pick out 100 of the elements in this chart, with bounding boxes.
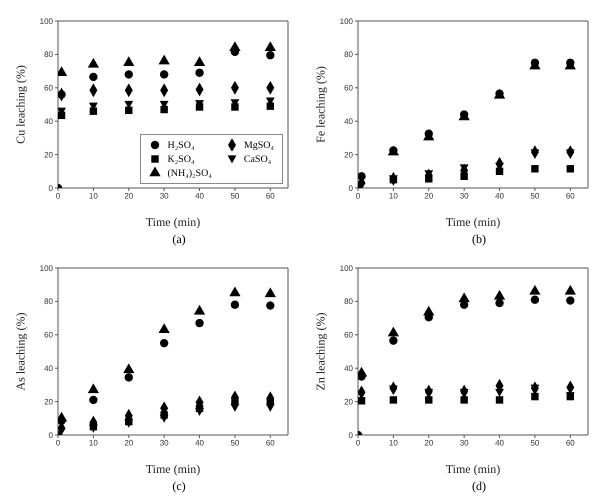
y-tick-label: 0	[48, 184, 54, 193]
point	[123, 363, 134, 374]
point	[160, 70, 168, 79]
point	[266, 51, 274, 60]
x-tick-label: 10	[388, 192, 398, 201]
point	[494, 290, 506, 300]
text: (a)	[171, 232, 187, 247]
text: (d)	[471, 479, 487, 494]
point	[195, 318, 204, 328]
point	[125, 106, 132, 114]
y-tick-label: 80	[44, 50, 54, 60]
point	[531, 392, 539, 400]
point	[264, 41, 276, 51]
x-tick-label: 30	[160, 438, 170, 448]
x-axis-title: Time (min)	[146, 462, 200, 476]
point	[195, 408, 204, 416]
x-tick-label: 20	[424, 438, 434, 448]
point	[89, 72, 98, 82]
x-tick-label: 50	[530, 438, 540, 448]
point	[229, 286, 241, 296]
x-axis-title: Time (min)	[446, 462, 500, 476]
legend-label: H₂SO₄	[167, 140, 194, 150]
y-tick-label: 40	[44, 117, 54, 126]
x-tick-label: 50	[230, 438, 240, 448]
point	[160, 338, 168, 348]
x-tick-label: 50	[230, 192, 240, 201]
y-tick-label: 0	[348, 430, 354, 440]
point	[88, 424, 98, 433]
point	[264, 287, 276, 298]
y-tick-label: 100	[340, 264, 354, 273]
point	[530, 296, 540, 304]
x-tick-label: 60	[566, 438, 576, 448]
point	[123, 56, 134, 66]
point	[390, 396, 398, 404]
x-tick-label: 20	[424, 192, 434, 201]
y-tick-label: 80	[344, 297, 354, 306]
x-tick-label: 40	[195, 438, 205, 448]
x-tick-label: 60	[566, 192, 576, 201]
point	[266, 301, 274, 310]
y-tick-label: 80	[44, 297, 54, 306]
y-tick-label: 20	[344, 150, 354, 160]
y-tick-label: 0	[348, 184, 354, 193]
y-tick-label: 60	[44, 84, 54, 93]
text: (b)	[471, 232, 487, 247]
point	[266, 102, 274, 110]
y-tick-label: 60	[344, 330, 354, 340]
y-tick-label: 20	[44, 397, 54, 406]
y-axis-title: Cu leaching (%)	[13, 65, 28, 144]
point	[124, 373, 133, 382]
x-axis-title: Time (min)	[446, 215, 500, 229]
point	[531, 165, 539, 173]
y-axis-title: Zn leaching (%)	[313, 312, 328, 390]
legend-label: (NH₄)₂SO₄	[167, 168, 212, 178]
point	[89, 396, 98, 404]
x-tick-label: 60	[266, 438, 276, 448]
y-tick-label: 40	[344, 364, 354, 374]
y-tick-label: 0	[48, 430, 54, 440]
point	[423, 306, 434, 316]
x-tick-label: 0	[356, 192, 361, 201]
point	[389, 336, 398, 345]
x-tick-label: 40	[195, 192, 205, 201]
y-tick-label: 100	[340, 16, 354, 26]
x-tick-label: 60	[266, 192, 276, 201]
x-tick-label: 30	[160, 192, 170, 201]
y-tick-label: 60	[344, 84, 354, 93]
point	[88, 58, 100, 68]
y-tick-label: 100	[40, 264, 54, 273]
point	[495, 298, 504, 308]
point	[529, 284, 541, 295]
x-tick-label: 40	[495, 438, 505, 448]
x-tick-label: 50	[530, 192, 540, 201]
y-tick-label: 80	[344, 50, 354, 60]
point	[358, 397, 366, 404]
point	[496, 396, 504, 404]
point	[160, 414, 169, 423]
y-tick-label: 100	[40, 16, 54, 26]
x-tick-label: 40	[495, 192, 505, 201]
point	[229, 41, 241, 51]
x-tick-label: 10	[88, 192, 98, 201]
x-tick-label: 10	[388, 438, 398, 448]
x-tick-label: 0	[56, 192, 61, 201]
y-tick-label: 20	[44, 150, 54, 160]
point	[194, 304, 206, 315]
x-tick-label: 30	[460, 192, 470, 201]
y-tick-label: 60	[44, 330, 54, 340]
x-tick-label: 0	[356, 438, 361, 448]
point	[566, 296, 574, 305]
y-tick-label: 20	[344, 397, 354, 406]
point	[564, 284, 576, 295]
point	[124, 420, 134, 428]
point	[460, 396, 468, 404]
y-axis-title: Fe leaching (%)	[313, 66, 328, 143]
point	[124, 70, 133, 79]
point	[266, 404, 275, 412]
point	[195, 68, 204, 77]
x-axis-title: Time (min)	[146, 215, 200, 229]
point	[194, 56, 206, 66]
point	[458, 292, 470, 302]
y-tick-label: 40	[344, 117, 354, 126]
y-axis-title: As leaching (%)	[13, 312, 28, 390]
